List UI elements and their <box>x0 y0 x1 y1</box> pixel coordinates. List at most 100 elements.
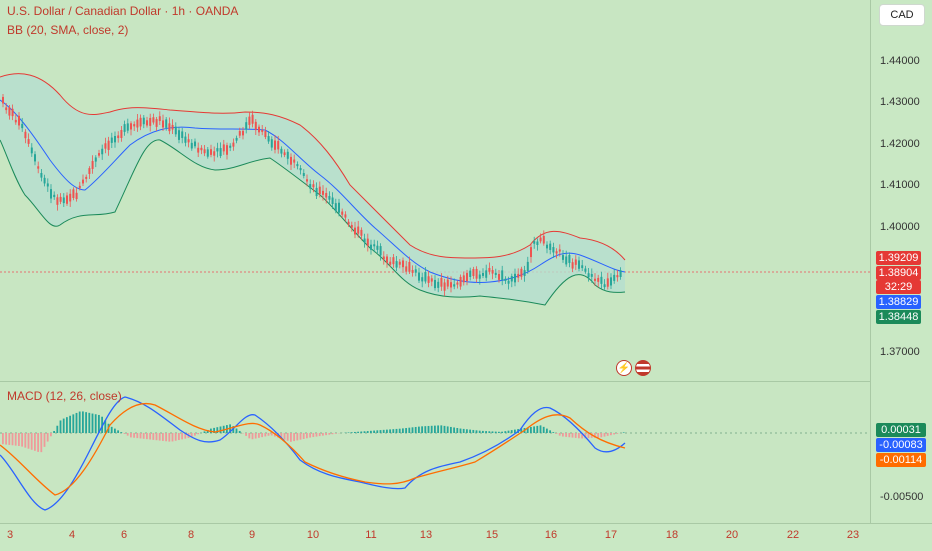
candle <box>511 276 513 281</box>
macd-histogram-bar <box>312 433 314 437</box>
candle <box>296 164 298 166</box>
macd-histogram-bar <box>469 430 471 433</box>
macd-histogram-bar <box>444 426 446 433</box>
candle <box>28 139 30 144</box>
macd-histogram-bar <box>162 433 164 441</box>
candle <box>162 120 164 127</box>
candle <box>175 127 177 135</box>
macd-histogram-bar <box>204 431 206 433</box>
macd-histogram-bar <box>565 433 567 437</box>
macd-histogram-bar <box>146 433 148 439</box>
candle <box>338 203 340 213</box>
macd-histogram-bar <box>434 426 436 433</box>
macd-histogram-bar <box>540 425 542 433</box>
candle <box>117 135 119 138</box>
candle <box>255 122 257 130</box>
us-flag-icon[interactable] <box>635 360 651 376</box>
macd-histogram-bar <box>354 432 356 433</box>
candle <box>220 148 222 156</box>
symbol-title[interactable]: U.S. Dollar / Canadian Dollar · 1h · OAN… <box>7 4 238 18</box>
candle <box>546 245 548 249</box>
macd-histogram-bar <box>290 433 292 442</box>
macd-histogram-bar <box>47 433 49 442</box>
candle <box>287 152 289 159</box>
bb-lower-tag: 1.38448 <box>876 310 921 324</box>
candle <box>178 130 180 140</box>
macd-histogram-bar <box>5 433 7 445</box>
macd-histogram-bar <box>21 433 23 447</box>
candle <box>197 148 199 153</box>
candle <box>456 282 458 284</box>
candle <box>236 138 238 141</box>
time-label: 10 <box>307 529 319 541</box>
lightning-icon[interactable]: ⚡ <box>616 360 632 376</box>
candle <box>111 138 113 143</box>
candle <box>85 177 87 179</box>
macd-histogram-bar <box>44 433 46 447</box>
candle <box>450 282 452 287</box>
candle <box>616 275 618 277</box>
price-tick: 1.40000 <box>880 221 920 233</box>
macd-histogram-bar <box>405 428 407 433</box>
macd-histogram-bar <box>261 433 263 437</box>
candle <box>588 273 590 277</box>
macd-histogram-bar <box>607 433 609 436</box>
macd-histogram-bar <box>450 427 452 433</box>
bb-indicator-label[interactable]: BB (20, SMA, close, 2) <box>7 23 128 37</box>
candle <box>328 196 330 200</box>
macd-histogram-bar <box>498 432 500 433</box>
macd-histogram-bar <box>415 427 417 433</box>
candle <box>514 274 516 283</box>
candle <box>392 257 394 264</box>
candle <box>428 276 430 283</box>
macd-histogram-bar <box>248 433 250 438</box>
candle <box>501 270 503 280</box>
time-label: 17 <box>605 529 617 541</box>
candle <box>207 149 209 156</box>
macd-histogram-bar <box>556 433 558 434</box>
macd-histogram-bar <box>72 414 74 433</box>
macd-histogram-bar <box>437 425 439 433</box>
macd-histogram-bar <box>456 428 458 433</box>
macd-histogram-bar <box>549 430 551 433</box>
candle <box>200 148 202 150</box>
candle <box>24 132 26 138</box>
macd-histogram-bar <box>440 425 442 433</box>
macd-histogram-bar <box>165 433 167 441</box>
macd-histogram-bar <box>546 429 548 433</box>
candle <box>591 274 593 277</box>
candle <box>351 225 353 228</box>
candle <box>268 136 270 141</box>
candle <box>213 151 215 155</box>
macd-histogram-bar <box>408 428 410 433</box>
candle <box>520 269 522 277</box>
macd-histogram-bar <box>364 431 366 433</box>
currency-button[interactable]: CAD <box>879 4 925 26</box>
candle <box>607 278 609 286</box>
candle <box>156 119 158 127</box>
candle <box>498 274 500 280</box>
candle <box>453 284 455 286</box>
macd-histogram-bar <box>156 433 158 440</box>
candle <box>405 266 407 271</box>
candle <box>325 193 327 198</box>
candle <box>620 270 622 277</box>
macd-histogram-bar <box>562 433 564 437</box>
candle <box>44 178 46 184</box>
candle <box>434 280 436 288</box>
macd-histogram-bar <box>159 433 161 441</box>
candle <box>60 197 62 202</box>
macd-histogram-bar <box>613 433 615 434</box>
candle <box>79 186 81 188</box>
candle <box>568 255 570 263</box>
candle <box>485 270 487 277</box>
macd-histogram-bar <box>559 433 561 436</box>
time-label: 8 <box>188 529 194 541</box>
candle <box>476 269 478 279</box>
candle <box>37 166 39 168</box>
macd-histogram-bar <box>296 433 298 440</box>
candle <box>159 116 161 121</box>
macd-indicator-label[interactable]: MACD (12, 26, close) <box>7 389 122 403</box>
candle <box>223 144 225 151</box>
macd-histogram-bar <box>111 427 113 433</box>
